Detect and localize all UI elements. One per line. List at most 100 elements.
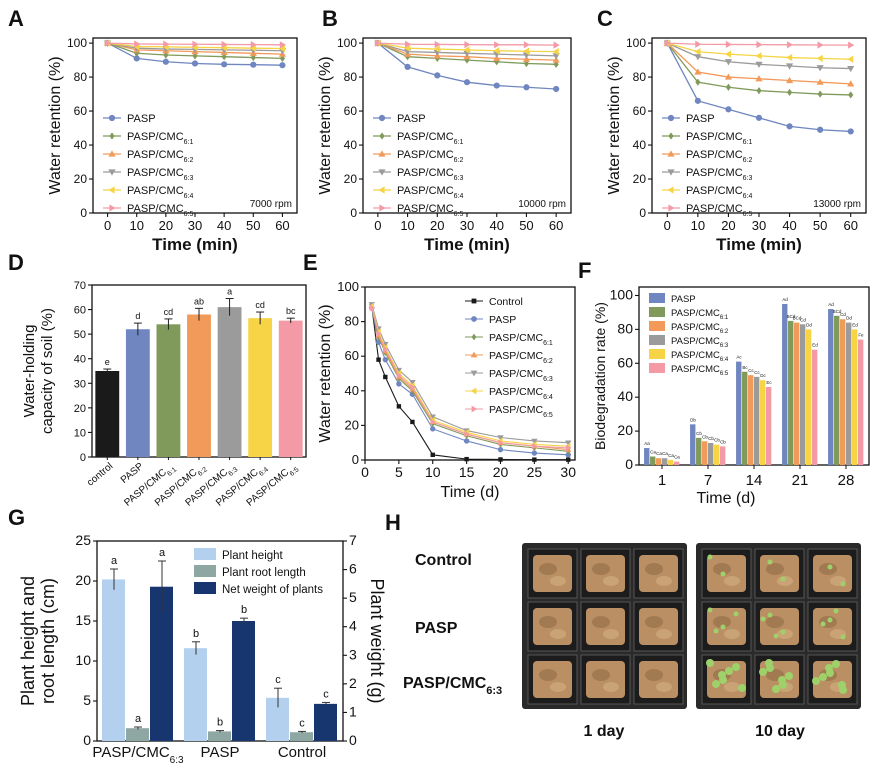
panel-b-point <box>553 60 559 68</box>
panel-f-bar <box>834 315 840 465</box>
panel-e-point <box>498 457 503 462</box>
panel-f-legend-label: PASP/CMC6:2 <box>671 322 729 335</box>
panel-g-category-label: PASP/CMC6:3 <box>92 744 184 766</box>
panel-b-xtick-label: 20 <box>430 218 444 233</box>
panel-b-legend-label: PASP/CMC6:4 <box>397 185 463 200</box>
panel-c-legend-label: PASP/CMC6:4 <box>686 185 752 200</box>
panel-c-point <box>848 41 855 49</box>
panel-c-point <box>848 91 854 99</box>
panel-b-point <box>375 39 382 47</box>
panel-g-bar <box>314 703 337 741</box>
panel-h-soil-texture <box>592 563 610 575</box>
panel-e-series-line-0 <box>371 305 569 461</box>
panel-g-ylabel-right: Plant weight (g) <box>367 578 387 703</box>
panel-b-point <box>404 63 411 70</box>
panel-a-ytick-label: 60 <box>74 104 88 118</box>
panel-d-bar <box>95 371 120 457</box>
panel-f-significance-letter: Cd <box>800 317 806 322</box>
panel-f-category-label: 7 <box>704 472 712 489</box>
panel-c-legend-label: PASP <box>686 113 715 125</box>
panel-f-significance-letter: Ed <box>852 322 858 327</box>
panel-c-xtick-label: 40 <box>782 218 796 233</box>
panel-f-significance-letter: Ec <box>766 380 772 385</box>
panel-f-significance-letter: Fe <box>858 333 864 338</box>
panel-h-seedling <box>780 576 786 582</box>
panel-f-bar <box>800 324 806 465</box>
panel-f-bar <box>857 339 864 465</box>
panel-a-ytick-label: 80 <box>74 70 88 84</box>
panel-c-ytick-label: 40 <box>633 138 647 152</box>
panel-letter-f: F <box>578 258 591 283</box>
panel-b-point <box>493 47 500 55</box>
panel-h-soil-texture <box>592 669 610 681</box>
panel-g-bar <box>126 728 149 741</box>
panel-d-bar <box>156 324 181 457</box>
panel-a-legend-label: PASP/CMC6:4 <box>127 185 193 200</box>
panel-h-seedling <box>780 629 786 635</box>
panel-e-point <box>410 384 416 391</box>
panel-b-point <box>434 40 441 49</box>
panel-e-point <box>410 419 415 425</box>
panel-c-rpm-annotation: 13000 rpm <box>813 199 861 210</box>
panel-c-point <box>725 40 733 49</box>
panel-d-bar <box>125 329 150 457</box>
panel-g-frame <box>96 540 344 742</box>
panel-e-series-line-4 <box>371 304 569 444</box>
panel-g-significance-letter: c <box>275 674 281 686</box>
panel-d-ytick-label: 0 <box>80 452 86 464</box>
panel-d-ylabel-line1: Water-holding <box>21 325 38 418</box>
panel-f-category-label: 14 <box>746 472 763 489</box>
panel-a-xtick-label: 10 <box>129 218 143 233</box>
panel-g-bar <box>290 732 313 741</box>
panel-g-right-ytick-label: 3 <box>349 646 357 662</box>
panel-c-ytick-label: 80 <box>633 70 647 84</box>
panel-b-ylabel: Water retention (%) <box>317 56 334 194</box>
panel-h-seedling <box>712 680 720 688</box>
panel-a-point <box>192 40 199 48</box>
panel-f-legend-label: PASP/CMC6:3 <box>671 336 729 349</box>
panel-b-legend-marker <box>379 132 385 140</box>
panel-a-ytick-label: 100 <box>67 36 87 50</box>
panel-a-legend-marker <box>108 186 115 194</box>
panel-a-xtick-label: 40 <box>217 218 231 233</box>
panel-a-legend-label: PASP/CMC6:2 <box>127 149 193 164</box>
panel-f-bar <box>719 446 726 465</box>
panel-f-significance-letter: Ca <box>662 451 668 456</box>
panel-h-row-label: PASP/CMC6:3 <box>403 675 502 697</box>
panel-b-xtick-label: 60 <box>549 218 563 233</box>
panel-e-legend-label: PASP/CMC6:4 <box>489 386 553 401</box>
panel-h-seedling <box>820 621 826 627</box>
panel-a-legend-marker <box>109 132 115 140</box>
panel-e-series-line-1 <box>371 307 569 456</box>
panel-f-bar <box>811 349 818 465</box>
panel-b-point <box>552 53 560 60</box>
panel-c-xtick-label: 50 <box>813 218 827 233</box>
panel-d-ytick-label: 30 <box>74 378 86 390</box>
panel-f-significance-letter: Ac <box>736 355 742 360</box>
panel-f-significance-letter: Cd <box>840 312 846 317</box>
panel-f-legend-swatch <box>649 293 665 303</box>
panel-b-point <box>493 82 500 89</box>
panel-f-bar <box>748 375 754 465</box>
panel-e-ytick-label: 40 <box>345 383 359 398</box>
panel-e-ytick-label: 100 <box>337 279 359 294</box>
panel-b-ytick-label: 40 <box>344 138 358 152</box>
panel-c-point <box>847 65 855 73</box>
panel-d-significance-letter: cd <box>255 300 265 310</box>
panel-a-ylabel: Water retention (%) <box>47 56 64 194</box>
panel-c-point <box>847 128 854 135</box>
panel-c-point <box>847 80 855 87</box>
panel-g-legend-swatch <box>194 565 216 577</box>
panel-c-point <box>694 54 702 61</box>
panel-d-bar <box>278 320 303 457</box>
panel-g-category-label: PASP <box>201 744 240 761</box>
panel-c-point <box>755 52 762 60</box>
panel-c-legend-marker <box>667 114 675 122</box>
panel-b-ytick-label: 80 <box>344 70 358 84</box>
panel-h-seedling <box>833 608 839 614</box>
panel-f-ytick-label: 60 <box>617 354 633 370</box>
panel-e-point <box>463 438 470 444</box>
panel-f-ytick-label: 80 <box>617 320 633 336</box>
panel-b-point <box>522 47 530 55</box>
